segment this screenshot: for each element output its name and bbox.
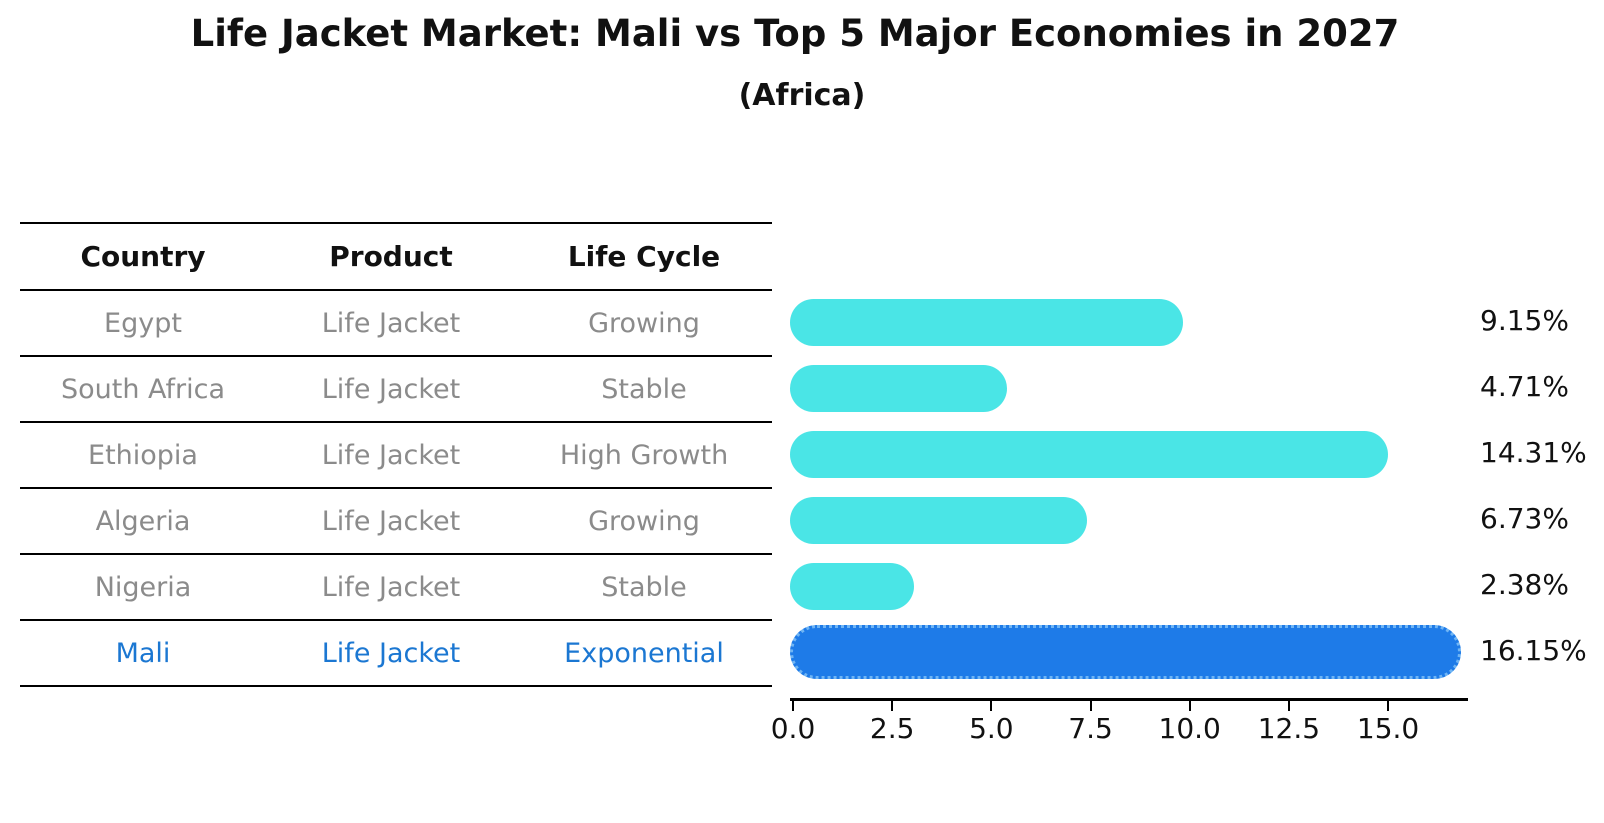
country-cell: Egypt [104,307,182,339]
bar-value-label: 6.73% [1480,502,1569,535]
col-header-life-cycle: Life Cycle [567,240,721,273]
table-row: Algeria Life Jacket Growing [20,489,772,555]
x-axis-tick [1287,701,1290,711]
country-cell: Ethiopia [88,439,198,471]
market-table: Country Product Life Cycle Egypt Life Ja… [20,222,772,687]
country-cell: Nigeria [94,571,192,603]
bar-egypt [790,298,1183,346]
x-axis-tick [792,701,794,711]
bar-value-label: 2.38% [1480,568,1569,601]
x-axis-tick-label: 0.0 [770,712,816,745]
table-row: Nigeria Life Jacket Stable [20,555,772,621]
product-cell: Life Jacket [321,439,461,471]
country-cell: South Africa [60,373,226,405]
x-axis-tick [1089,701,1092,711]
product-cell: Life Jacket [321,505,461,537]
bar-value-label: 4.71% [1480,370,1569,403]
x-axis-tick [1188,701,1191,711]
x-axis-tick-label: 7.5 [1068,712,1113,745]
life-cycle-cell: Exponential [564,637,724,669]
x-axis-tick-label: 10.0 [1158,712,1221,745]
country-cell: Algeria [95,505,191,537]
product-cell: Life Jacket [321,637,461,669]
life-cycle-cell: Stable [601,373,687,405]
table-row: Egypt Life Jacket Growing [20,291,772,357]
x-axis-tick [1387,701,1390,711]
bar-value-label: 16.15% [1480,634,1587,667]
x-axis-tick [990,701,993,711]
table-row: South Africa Life Jacket Stable [20,357,772,423]
x-axis-line [790,698,1468,701]
bar-algeria [790,496,1087,544]
table-header-row: Country Product Life Cycle [20,224,772,291]
product-cell: Life Jacket [321,373,461,405]
x-axis-tick-label: 15.0 [1356,712,1420,745]
life-cycle-cell: High Growth [559,439,729,471]
product-cell: Life Jacket [321,571,461,603]
x-axis-tick [891,701,894,711]
bar-ethiopia [790,430,1388,478]
bar-value-label: 9.15% [1480,304,1569,337]
table-row-mali: Mali Life Jacket Exponential [20,621,772,687]
bar-mali [790,625,1461,679]
col-header-country: Country [80,240,206,273]
col-header-product: Product [329,240,453,273]
table-row: Ethiopia Life Jacket High Growth [20,423,772,489]
bar-nigeria [790,562,915,610]
life-cycle-cell: Growing [588,505,700,537]
country-cell: Mali [115,637,171,669]
chart-title: Life Jacket Market: Mali vs Top 5 Major … [190,12,1400,55]
life-cycle-cell: Stable [601,571,687,603]
x-axis-tick-label: 12.5 [1257,712,1321,745]
life-cycle-cell: Growing [588,307,700,339]
product-cell: Life Jacket [321,307,461,339]
x-axis-tick-label: 5.0 [969,712,1014,745]
bar-south-africa [790,364,1007,412]
chart-subtitle: (Africa) [738,78,866,113]
x-axis-tick-label: 2.5 [869,712,915,745]
bar-value-label: 14.31% [1480,436,1587,469]
